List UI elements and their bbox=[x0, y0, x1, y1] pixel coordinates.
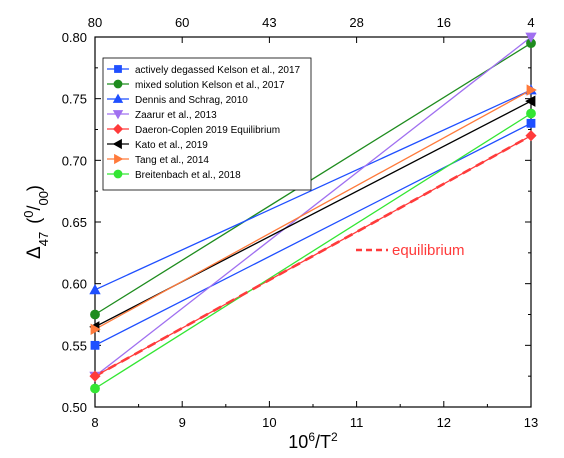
data-point bbox=[525, 130, 537, 142]
series-lines bbox=[94, 36, 532, 390]
y-tick-label: 0.50 bbox=[62, 400, 87, 415]
y-tick-label: 0.60 bbox=[62, 277, 87, 292]
series-line bbox=[94, 122, 532, 346]
legend-label: Kato et al., 2019 bbox=[135, 140, 208, 151]
x-tick-label: 11 bbox=[350, 415, 364, 430]
data-point bbox=[90, 309, 100, 320]
top-tick-label: 80 bbox=[88, 15, 102, 30]
legend-label: Dennis and Schrag, 2010 bbox=[135, 95, 248, 106]
annotation-label: equilibrium bbox=[392, 242, 465, 259]
x-tick-label: 12 bbox=[437, 415, 451, 430]
series-markers bbox=[89, 32, 537, 394]
legend: actively degassed Kelson et al., 2017 mix… bbox=[102, 57, 312, 191]
x-tick-label: 10 bbox=[262, 415, 276, 430]
legend-box bbox=[102, 57, 312, 191]
series-line-dashed bbox=[94, 134, 532, 378]
top-tick-label: 43 bbox=[262, 15, 276, 30]
series-line bbox=[94, 89, 532, 330]
series-line bbox=[94, 112, 532, 390]
x-tick-label: 9 bbox=[179, 415, 186, 430]
x-axis-title: 106/T2 bbox=[288, 430, 338, 452]
data-point bbox=[526, 108, 536, 119]
legend-label: Zaarur et al., 2013 bbox=[135, 110, 217, 121]
data-point bbox=[90, 383, 100, 394]
legend-label: Breitenbach et al., 2018 bbox=[135, 170, 241, 181]
svg-text:Δ47(0/00): Δ47(0/00) bbox=[21, 185, 51, 259]
legend-label: Tang et al., 2014 bbox=[135, 155, 209, 166]
data-point bbox=[526, 118, 536, 128]
series-line bbox=[94, 36, 532, 377]
y-tick-label: 0.65 bbox=[62, 215, 87, 230]
x-tick-label: 13 bbox=[524, 415, 538, 430]
y-tick-label: 0.70 bbox=[62, 153, 87, 168]
series-line bbox=[94, 89, 532, 291]
data-point bbox=[113, 79, 123, 89]
data-point bbox=[90, 323, 101, 335]
data-point bbox=[525, 95, 536, 107]
annotation-group: equilibrium bbox=[356, 242, 465, 259]
top-tick-label: 28 bbox=[349, 15, 363, 30]
legend-label: Daeron-Coplen 2019 Equilibrium bbox=[135, 125, 280, 136]
data-point bbox=[90, 340, 100, 350]
y-axis-title: Δ47(0/00) bbox=[21, 185, 51, 259]
top-tick-label: 60 bbox=[175, 15, 189, 30]
data-point bbox=[112, 110, 124, 120]
y-tick-label: 0.55 bbox=[62, 338, 87, 353]
x-tick-label: 8 bbox=[91, 415, 98, 430]
series-line bbox=[94, 42, 532, 316]
data-point bbox=[89, 284, 101, 295]
data-point bbox=[114, 65, 122, 73]
data-point bbox=[112, 138, 122, 150]
top-tick-label: 16 bbox=[437, 15, 451, 30]
legend-label: actively degassed Kelson et al., 2017 bbox=[135, 65, 301, 76]
data-point bbox=[113, 169, 123, 179]
data-point bbox=[114, 153, 124, 165]
y-tick-label: 0.80 bbox=[62, 30, 87, 45]
y-tick-label: 0.75 bbox=[62, 92, 87, 107]
data-point bbox=[112, 93, 124, 103]
data-point bbox=[526, 84, 537, 96]
legend-label: mixed solution Kelson et al., 2017 bbox=[135, 80, 285, 91]
data-point bbox=[525, 32, 537, 43]
data-point bbox=[89, 370, 101, 382]
data-point bbox=[112, 123, 124, 135]
top-tick-label: 4 bbox=[527, 15, 534, 30]
axis-ticks: 8 9 10 11 12 13 80 60 43 28 16 4 0.50 0.55 0.60 0.65 0.7… bbox=[62, 15, 539, 430]
